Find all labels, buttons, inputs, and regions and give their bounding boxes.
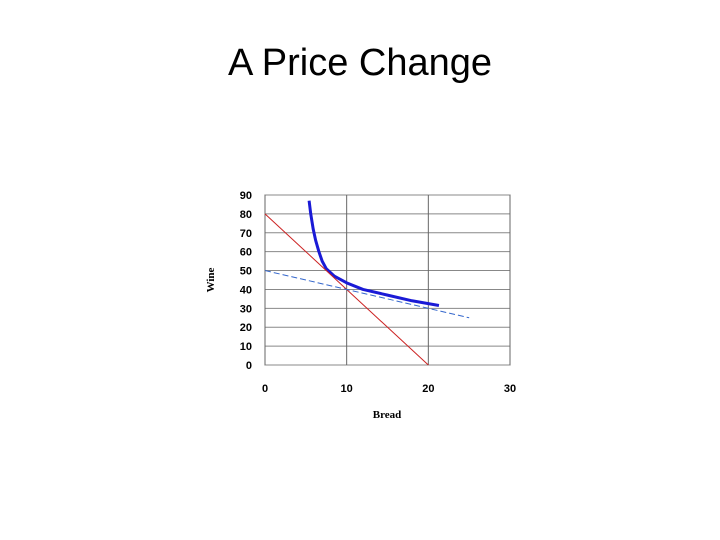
series-line-budget-line-new [264,270,470,319]
x-tick-labels: 0 10 20 30 [262,383,516,395]
x-tick-label-2: 20 [422,383,434,395]
y-tick-label-5: 50 [240,266,252,278]
y-tick-label-2: 20 [240,322,252,334]
x-axis-label: Bread [373,409,402,421]
x-tick-label-3: 30 [504,383,516,395]
y-tick-label-6: 60 [240,247,252,259]
plot-area [264,194,511,366]
x-tick-label-0: 0 [262,383,268,395]
slide-title: A Price Change [227,42,493,84]
y-tick-label-0: 0 [246,360,252,372]
y-tick-label-3: 30 [240,303,252,315]
series-layer [264,200,470,366]
y-tick-label-7: 70 [240,228,252,240]
y-tick-label-4: 40 [240,284,252,296]
series-line-indifference-curve [307,200,440,307]
y-axis-label: Wine [205,267,217,292]
x-tick-label-1: 10 [341,383,353,395]
y-tick-label-1: 10 [240,341,252,353]
y-tick-label-9: 90 [240,190,252,202]
y-tick-labels: 0 10 20 30 40 50 60 70 80 90 [240,190,252,372]
y-tick-label-8: 80 [240,209,252,221]
